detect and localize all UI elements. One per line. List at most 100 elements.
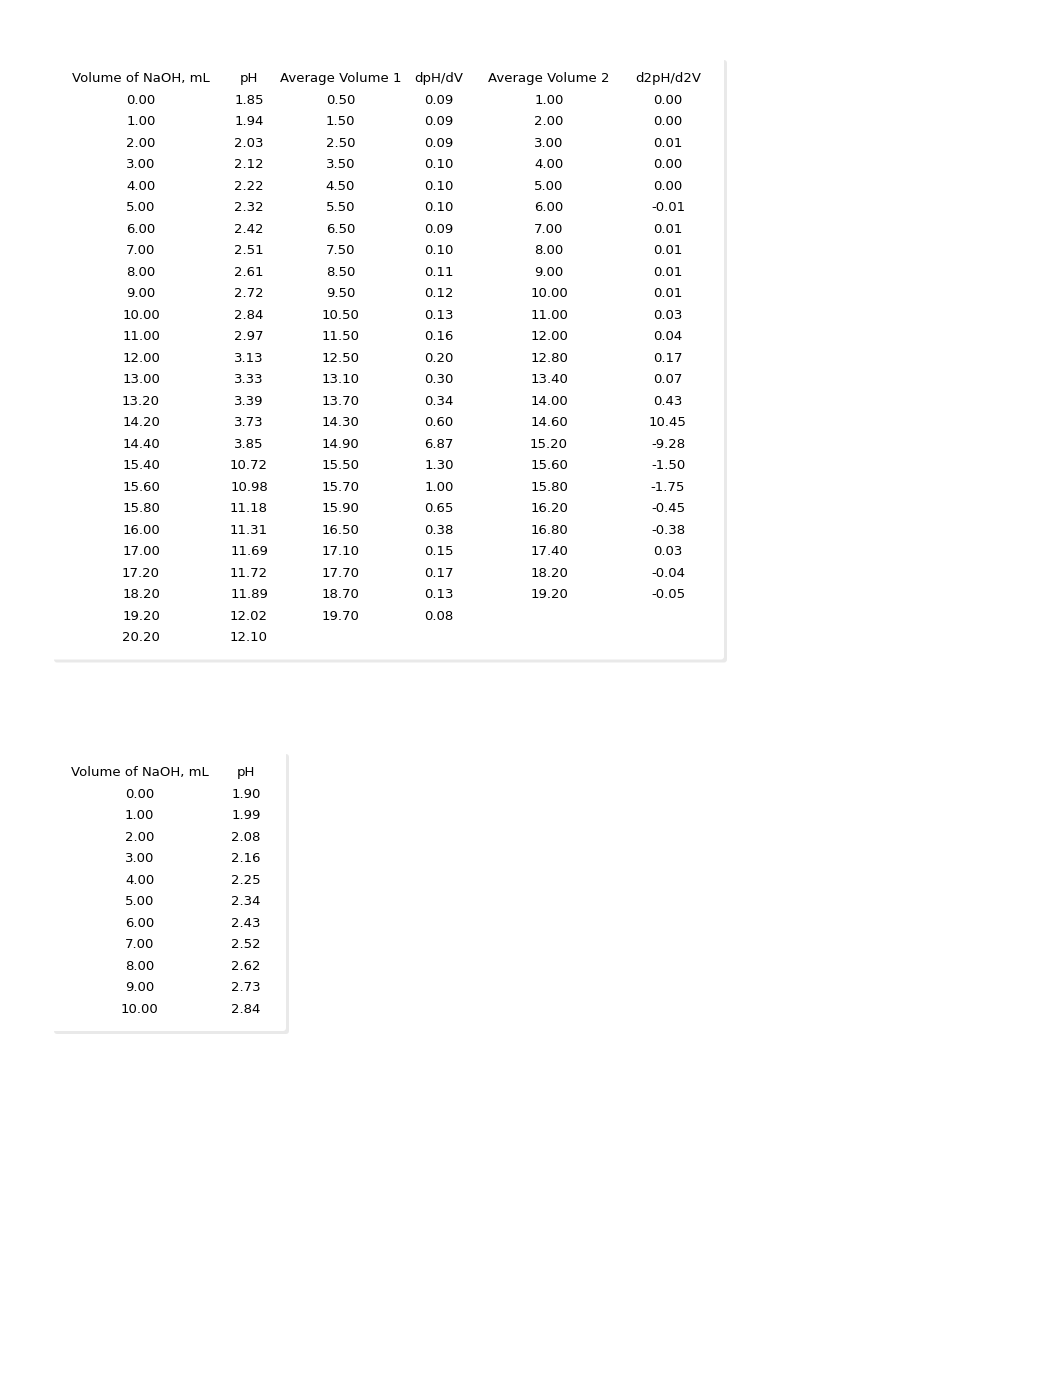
Text: 0.13: 0.13 — [424, 308, 453, 322]
Text: 15.60: 15.60 — [122, 481, 160, 494]
Text: 14.20: 14.20 — [122, 416, 160, 430]
Text: 2.25: 2.25 — [232, 874, 261, 887]
Text: 0.01: 0.01 — [653, 266, 683, 278]
Text: 11.31: 11.31 — [230, 523, 268, 537]
FancyBboxPatch shape — [54, 61, 727, 662]
Text: 0.01: 0.01 — [653, 136, 683, 150]
Text: -0.45: -0.45 — [651, 503, 685, 515]
Text: 11.50: 11.50 — [322, 330, 360, 343]
Text: 18.20: 18.20 — [530, 567, 568, 580]
Text: 2.00: 2.00 — [126, 136, 156, 150]
Text: 15.70: 15.70 — [322, 481, 360, 494]
Text: 17.00: 17.00 — [122, 545, 160, 558]
Text: 11.00: 11.00 — [530, 308, 568, 322]
Text: 15.80: 15.80 — [122, 503, 160, 515]
Text: 14.30: 14.30 — [322, 416, 359, 430]
Text: 2.97: 2.97 — [235, 330, 263, 343]
Text: 19.20: 19.20 — [122, 610, 160, 622]
Text: 7.00: 7.00 — [125, 938, 154, 952]
Text: 0.00: 0.00 — [125, 788, 154, 801]
Text: 0.38: 0.38 — [425, 523, 453, 537]
Text: 0.12: 0.12 — [424, 288, 453, 300]
Text: dpH/dV: dpH/dV — [414, 72, 463, 85]
Text: -0.05: -0.05 — [651, 588, 685, 602]
Text: 5.00: 5.00 — [125, 895, 154, 909]
Text: 12.02: 12.02 — [230, 610, 268, 622]
Text: 10.98: 10.98 — [230, 481, 268, 494]
Text: 16.00: 16.00 — [122, 523, 160, 537]
Text: 2.16: 2.16 — [232, 852, 261, 865]
Text: pH: pH — [240, 72, 258, 85]
Text: 7.50: 7.50 — [326, 244, 356, 257]
Text: 1.00: 1.00 — [425, 481, 453, 494]
Text: 3.85: 3.85 — [235, 438, 263, 450]
Text: 12.80: 12.80 — [530, 351, 568, 365]
Text: 0.01: 0.01 — [653, 223, 683, 235]
Text: 15.50: 15.50 — [322, 460, 360, 472]
Text: 12.00: 12.00 — [122, 351, 160, 365]
Text: 0.09: 0.09 — [425, 116, 453, 128]
Text: 17.40: 17.40 — [530, 545, 568, 558]
Text: 5.00: 5.00 — [534, 180, 564, 193]
Text: 19.70: 19.70 — [322, 610, 359, 622]
Text: 11.72: 11.72 — [230, 567, 268, 580]
Text: 0.17: 0.17 — [653, 351, 683, 365]
Text: 8.00: 8.00 — [126, 266, 156, 278]
Text: 6.50: 6.50 — [326, 223, 355, 235]
Text: 15.60: 15.60 — [530, 460, 568, 472]
Text: 10.00: 10.00 — [121, 1002, 158, 1016]
Text: 2.52: 2.52 — [232, 938, 261, 952]
Text: Average Volume 2: Average Volume 2 — [489, 72, 610, 85]
Text: 19.20: 19.20 — [530, 588, 568, 602]
Text: 2.03: 2.03 — [235, 136, 263, 150]
Text: 0.07: 0.07 — [653, 373, 683, 387]
Text: 2.72: 2.72 — [235, 288, 263, 300]
Text: 0.10: 0.10 — [425, 180, 453, 193]
Text: 17.70: 17.70 — [322, 567, 360, 580]
Text: 0.16: 0.16 — [425, 330, 453, 343]
Text: 0.00: 0.00 — [653, 116, 683, 128]
Text: 0.30: 0.30 — [425, 373, 453, 387]
Text: 10.00: 10.00 — [122, 308, 160, 322]
Text: 0.01: 0.01 — [653, 244, 683, 257]
Text: 1.00: 1.00 — [534, 94, 564, 107]
Text: 4.00: 4.00 — [534, 158, 564, 171]
Text: 0.03: 0.03 — [653, 308, 683, 322]
FancyBboxPatch shape — [51, 56, 724, 660]
Text: 0.00: 0.00 — [126, 94, 156, 107]
Text: 12.10: 12.10 — [230, 631, 268, 644]
Text: 20.20: 20.20 — [122, 631, 160, 644]
Text: 3.00: 3.00 — [534, 136, 564, 150]
Text: 2.22: 2.22 — [235, 180, 263, 193]
Text: 0.15: 0.15 — [424, 545, 453, 558]
Text: 2.32: 2.32 — [235, 201, 263, 215]
Text: 0.20: 0.20 — [425, 351, 453, 365]
Text: -0.04: -0.04 — [651, 567, 685, 580]
Text: 16.80: 16.80 — [530, 523, 568, 537]
Text: 14.90: 14.90 — [322, 438, 359, 450]
Text: -9.28: -9.28 — [651, 438, 685, 450]
Text: -1.75: -1.75 — [651, 481, 685, 494]
Text: 3.00: 3.00 — [125, 852, 154, 865]
Text: 0.60: 0.60 — [425, 416, 453, 430]
Text: 2.84: 2.84 — [235, 308, 263, 322]
Text: 0.11: 0.11 — [424, 266, 453, 278]
Text: 8.00: 8.00 — [125, 960, 154, 972]
Text: 0.03: 0.03 — [653, 545, 683, 558]
Text: -0.01: -0.01 — [651, 201, 685, 215]
Text: 2.61: 2.61 — [235, 266, 263, 278]
Text: 1.00: 1.00 — [125, 810, 154, 822]
Text: 2.08: 2.08 — [232, 830, 260, 844]
Text: 15.80: 15.80 — [530, 481, 568, 494]
Text: 3.73: 3.73 — [235, 416, 263, 430]
Text: 13.20: 13.20 — [122, 395, 160, 408]
Text: 0.00: 0.00 — [653, 94, 683, 107]
Text: 2.73: 2.73 — [232, 982, 261, 994]
Text: 17.10: 17.10 — [322, 545, 360, 558]
Text: 2.00: 2.00 — [534, 116, 564, 128]
Text: 18.20: 18.20 — [122, 588, 160, 602]
Text: 12.00: 12.00 — [530, 330, 568, 343]
Text: 3.33: 3.33 — [235, 373, 263, 387]
Text: 10.50: 10.50 — [322, 308, 359, 322]
Text: 3.39: 3.39 — [235, 395, 263, 408]
